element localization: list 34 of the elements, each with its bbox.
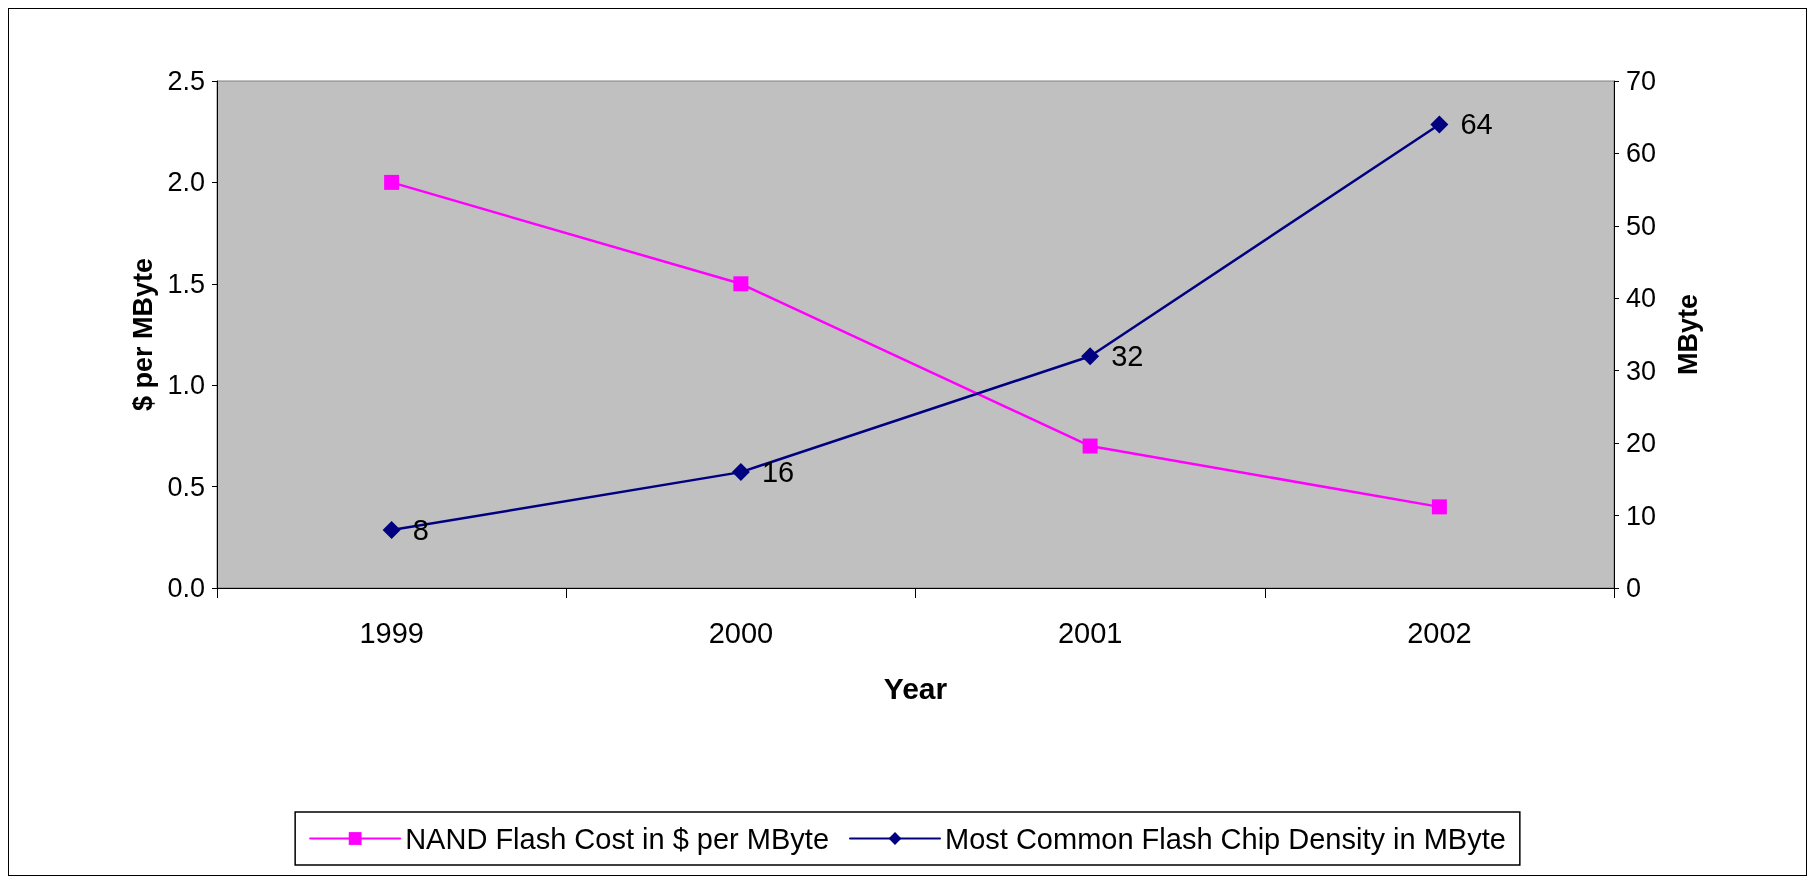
y2-axis-title: MByte xyxy=(1672,293,1703,376)
y-tick-label: 0.5 xyxy=(167,471,205,502)
x-tick-label: 2001 xyxy=(1057,616,1123,649)
x-axis-title: Year xyxy=(883,671,948,705)
y-tick-label: 1.5 xyxy=(167,268,205,299)
y2-tick-label: 20 xyxy=(1626,428,1657,459)
point xyxy=(382,521,401,540)
y2-tick-label: 30 xyxy=(1626,355,1657,386)
y2-tick-label: 70 xyxy=(1626,66,1657,96)
point xyxy=(1081,347,1100,366)
y2-tick-label: 60 xyxy=(1626,138,1657,169)
data-label: 16 xyxy=(761,456,795,489)
y-tick-label: 2.5 xyxy=(167,66,205,96)
point xyxy=(384,174,400,190)
point xyxy=(733,276,749,292)
x-tick-label: 2002 xyxy=(1407,616,1472,649)
y2-tick-label: 10 xyxy=(1626,500,1657,531)
data-label: 32 xyxy=(1111,340,1144,373)
legend-label: Most Common Flash Chip Density in MByte xyxy=(945,822,1506,855)
y-axis-title: $ per MByte xyxy=(128,257,159,412)
y-tick-label: 0.0 xyxy=(167,573,205,603)
point xyxy=(1082,438,1098,454)
legend-label: NAND Flash Cost in $ per MByte xyxy=(405,822,830,855)
x-tick-label: 2000 xyxy=(708,616,774,649)
point xyxy=(1431,499,1447,515)
y-tick-label: 2.0 xyxy=(167,167,205,198)
point xyxy=(1430,115,1449,134)
y2-tick-label: 40 xyxy=(1626,283,1657,314)
y2-tick-label: 50 xyxy=(1626,210,1657,241)
y-tick-label: 1.0 xyxy=(167,370,205,401)
x-tick-label: 1999 xyxy=(359,616,424,649)
y2-tick-label: 0 xyxy=(1626,573,1642,603)
point xyxy=(731,463,750,482)
data-label: 64 xyxy=(1460,108,1493,141)
